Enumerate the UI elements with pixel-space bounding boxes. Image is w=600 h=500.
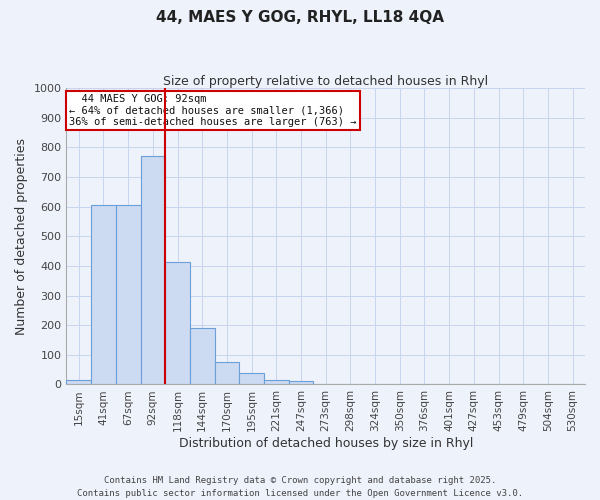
Text: Contains HM Land Registry data © Crown copyright and database right 2025.
Contai: Contains HM Land Registry data © Crown c… (77, 476, 523, 498)
Bar (289, 382, 313, 384)
Text: 44, MAES Y GOG, RHYL, LL18 4QA: 44, MAES Y GOG, RHYL, LL18 4QA (156, 10, 444, 25)
Text: 44 MAES Y GOG: 92sqm
← 64% of detached houses are smaller (1,366)
36% of semi-de: 44 MAES Y GOG: 92sqm ← 64% of detached h… (69, 94, 356, 127)
Title: Size of property relative to detached houses in Rhyl: Size of property relative to detached ho… (163, 75, 488, 88)
Bar (190, 328, 215, 384)
Bar (165, 262, 190, 384)
Bar (116, 204, 140, 384)
X-axis label: Distribution of detached houses by size in Rhyl: Distribution of detached houses by size … (179, 437, 473, 450)
Bar (239, 372, 264, 384)
Bar (91, 204, 116, 384)
Bar (264, 380, 289, 384)
Y-axis label: Number of detached properties: Number of detached properties (15, 138, 28, 334)
Bar (215, 362, 239, 384)
Bar (67, 380, 91, 384)
Bar (140, 156, 165, 384)
